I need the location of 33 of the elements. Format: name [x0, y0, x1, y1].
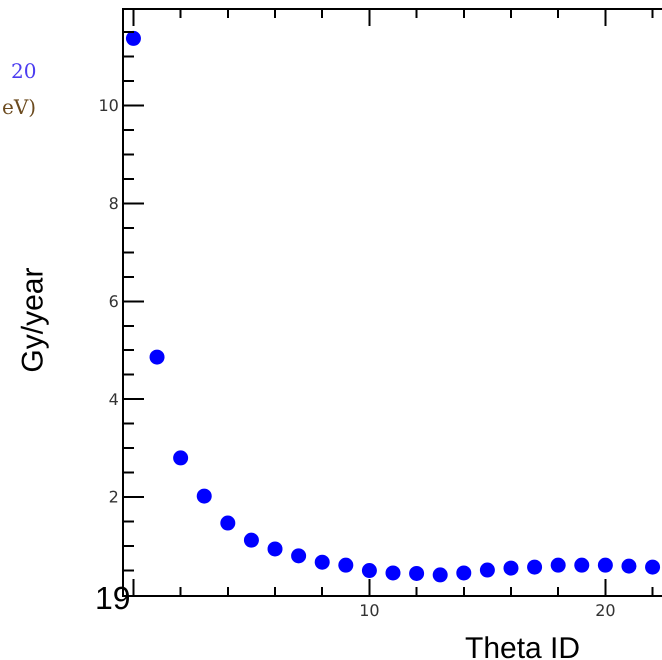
y-tick-label: 6 — [108, 292, 119, 311]
text: eV) — [2, 95, 36, 119]
x-axis-title: Theta ID — [465, 632, 580, 660]
point — [291, 548, 306, 564]
point — [268, 541, 283, 556]
y-tick-label: 4 — [108, 390, 119, 409]
point — [314, 554, 330, 570]
point — [480, 562, 495, 578]
point — [362, 563, 377, 578]
y-tick-label: 2 — [108, 488, 119, 507]
point — [126, 30, 141, 46]
point — [173, 450, 188, 466]
point — [150, 350, 165, 365]
y-tick-label: 10 — [98, 96, 119, 116]
point — [338, 558, 354, 573]
point — [598, 558, 613, 573]
text: 20 — [11, 59, 36, 83]
point — [574, 558, 590, 573]
point — [527, 560, 542, 575]
point — [621, 558, 636, 574]
point — [244, 532, 259, 548]
point — [503, 560, 518, 576]
point — [456, 565, 472, 580]
point — [220, 516, 236, 531]
annotation: 19 — [95, 580, 131, 616]
point — [409, 566, 424, 581]
point — [386, 565, 400, 580]
point — [645, 560, 660, 575]
point — [196, 488, 212, 504]
point — [432, 567, 448, 582]
point — [550, 558, 566, 573]
y-axis-title: Gy/year — [16, 268, 50, 373]
y-tick-label: 8 — [108, 194, 119, 213]
